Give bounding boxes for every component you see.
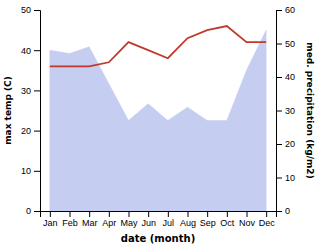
x-axis-title: date (month) (121, 233, 195, 244)
tick-label: 0 (285, 206, 290, 216)
tick: 40 (276, 72, 295, 82)
tick-mark (207, 211, 208, 217)
axis-line (41, 212, 277, 218)
tick-label: 30 (21, 86, 31, 96)
tick-mark (148, 211, 149, 217)
tick-mark (276, 144, 282, 145)
tick: May (120, 211, 138, 228)
tick-label: Nov (239, 218, 256, 228)
tick-mark (34, 90, 40, 91)
tick-label: 10 (21, 166, 31, 176)
tick: Jan (43, 211, 58, 228)
tick-mark (266, 211, 267, 217)
tick-label: Jun (141, 218, 156, 228)
tick-label: Dec (259, 218, 276, 228)
tick-label: 0 (26, 206, 31, 216)
tick: Nov (239, 211, 256, 228)
tick-mark (70, 211, 71, 217)
tick-mark (34, 131, 40, 132)
tick-mark (34, 171, 40, 172)
plot: Jan Feb Mar Apr MayJun Jul Aug Sep Oct NovDec 0 10 2… (21, 5, 295, 228)
tick-mark (50, 211, 51, 217)
tick-mark (109, 211, 110, 217)
x-axis: Jan Feb Mar Apr MayJun Jul Aug Sep Oct NovDec (41, 211, 277, 228)
tick-mark (247, 211, 248, 217)
tick-label: Jul (163, 218, 175, 228)
tick-label: 50 (285, 39, 295, 49)
tick-mark (129, 211, 130, 217)
tick: 30 (21, 86, 40, 96)
tick-label: Aug (180, 218, 196, 228)
tick: 30 (276, 106, 295, 116)
tick: Jul (163, 211, 175, 228)
tick-label: 60 (285, 5, 295, 15)
tick-mark (168, 211, 169, 217)
tick-label: Oct (220, 218, 235, 228)
tick-label: Apr (102, 218, 116, 228)
tick-label: Jan (43, 218, 58, 228)
tick-mark (276, 178, 282, 179)
tick: 50 (21, 5, 40, 15)
tick: Sep (200, 211, 216, 228)
tick: 10 (21, 166, 40, 176)
chart: Jan Feb Mar Apr MayJun Jul Aug Sep Oct NovDec 0 10 2… (0, 0, 318, 247)
y-axis-title: max temp (C) (3, 76, 13, 145)
y2-axis: 0 10 20 30 40 50 60 (276, 5, 295, 216)
tick: 0 (276, 206, 290, 216)
area (50, 30, 266, 211)
tick: Aug (180, 211, 196, 228)
tick-label: Feb (62, 218, 78, 228)
tick-label: 20 (21, 126, 31, 136)
tick: 60 (276, 5, 295, 15)
tick: Oct (220, 211, 235, 228)
tick-mark (276, 10, 282, 11)
tick: 50 (276, 39, 295, 49)
tick-label: Sep (200, 218, 216, 228)
tick-mark (276, 44, 282, 45)
tick-label: May (120, 218, 138, 228)
tick-mark (34, 50, 40, 51)
tick-label: 40 (21, 46, 31, 56)
axis-line (34, 11, 41, 212)
tick-mark (276, 211, 282, 212)
tick-label: 30 (285, 106, 295, 116)
tick: Mar (82, 211, 98, 228)
tick-mark (34, 211, 40, 212)
line (50, 26, 266, 66)
axis-line (277, 11, 283, 212)
tick-mark (34, 10, 40, 11)
tick-label: 40 (285, 72, 295, 82)
y2-axis-title: med. precipitation (kg/m2) (305, 42, 315, 178)
y-axis: 0 10 20 30 40 50 (21, 5, 41, 216)
tick: 20 (276, 139, 295, 149)
tick-mark (227, 211, 228, 217)
tick: 20 (21, 126, 40, 136)
tick: 0 (26, 206, 40, 216)
tick-label: 10 (285, 173, 295, 183)
tick-label: 50 (21, 5, 31, 15)
tick-mark (276, 77, 282, 78)
tick-mark (89, 211, 90, 217)
tick: 40 (21, 46, 40, 56)
tick-label: 20 (285, 139, 295, 149)
tick-mark (188, 211, 189, 217)
tick: Jun (141, 211, 156, 228)
tick-label: Mar (82, 218, 98, 228)
tick: 10 (276, 173, 295, 183)
tick: Feb (62, 211, 78, 228)
tick: Apr (102, 211, 116, 228)
tick: Dec (259, 211, 276, 228)
marks (50, 26, 266, 211)
tick-mark (276, 111, 282, 112)
